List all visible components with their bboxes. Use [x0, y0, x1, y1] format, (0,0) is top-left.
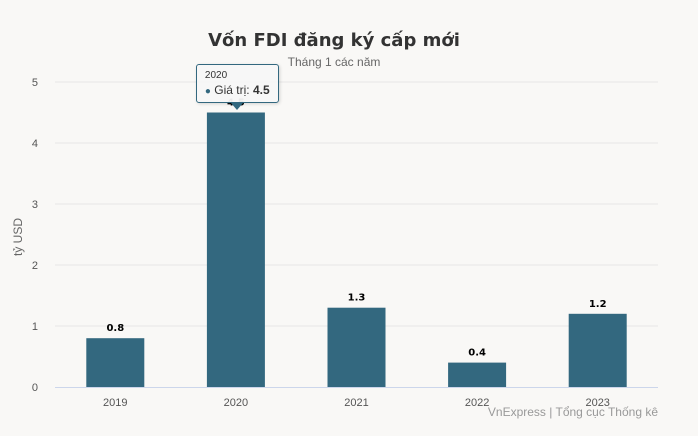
tooltip-series-label: Giá trị	[214, 82, 247, 97]
tooltip-value: 4.5	[252, 82, 270, 97]
tooltip-arrow	[230, 102, 243, 110]
y-tick-label: 5	[32, 77, 38, 89]
credits[interactable]: VnExpress | Tổng cục Thống kê	[488, 405, 658, 419]
bar-2021[interactable]	[327, 307, 386, 387]
data-label-2021: 1.3	[348, 293, 366, 304]
bars: 0.84.51.30.41.2	[86, 98, 627, 388]
y-tick-label: 4	[32, 138, 38, 150]
tooltip-dot-icon: ●	[204, 85, 211, 97]
x-tick-label: 2019	[103, 397, 127, 409]
bar-2019[interactable]	[86, 338, 145, 387]
y-tick-label: 2	[32, 260, 38, 272]
y-tick-label: 3	[32, 199, 38, 211]
chart-subtitle: Tháng 1 các năm	[288, 55, 381, 69]
x-tick-label: 2023	[585, 397, 609, 409]
gridlines	[55, 81, 658, 327]
tooltip-row: ● Giá trị: 4.5	[204, 82, 270, 97]
y-tick-label: 0	[32, 382, 38, 394]
x-axis-ticks: 2019 2020 2021 2022 2023	[103, 397, 610, 409]
x-tick-label: 2021	[344, 397, 368, 409]
chart-title: Vốn FDI đăng ký cấp mới	[208, 30, 460, 51]
data-label-2022: 0.4	[468, 348, 486, 359]
y-axis-ticks: 0 1 2 3 4 5	[32, 77, 38, 394]
y-tick-label: 1	[32, 321, 38, 333]
bar-2023[interactable]	[568, 313, 627, 387]
bar-2020[interactable]	[206, 112, 265, 388]
data-label-2023: 1.2	[589, 299, 607, 310]
x-tick-label: 2022	[465, 397, 489, 409]
tooltip: 2020 ● Giá trị: 4.5	[195, 63, 279, 110]
bar-2022[interactable]	[448, 362, 507, 387]
data-label-2019: 0.8	[106, 323, 124, 334]
x-tick-label: 2020	[224, 397, 248, 409]
y-axis-label: tỷ USD	[11, 218, 25, 256]
tooltip-category: 2020	[204, 69, 228, 81]
